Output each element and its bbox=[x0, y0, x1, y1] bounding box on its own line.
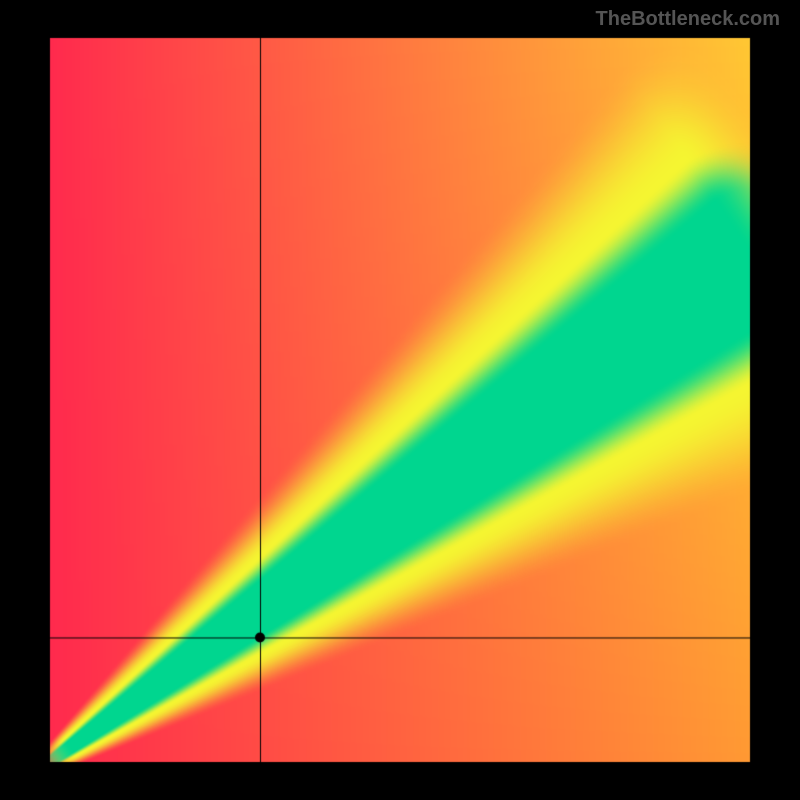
chart-container: TheBottleneck.com bbox=[0, 0, 800, 800]
watermark-text: TheBottleneck.com bbox=[596, 8, 780, 31]
heatmap-canvas bbox=[0, 0, 800, 800]
